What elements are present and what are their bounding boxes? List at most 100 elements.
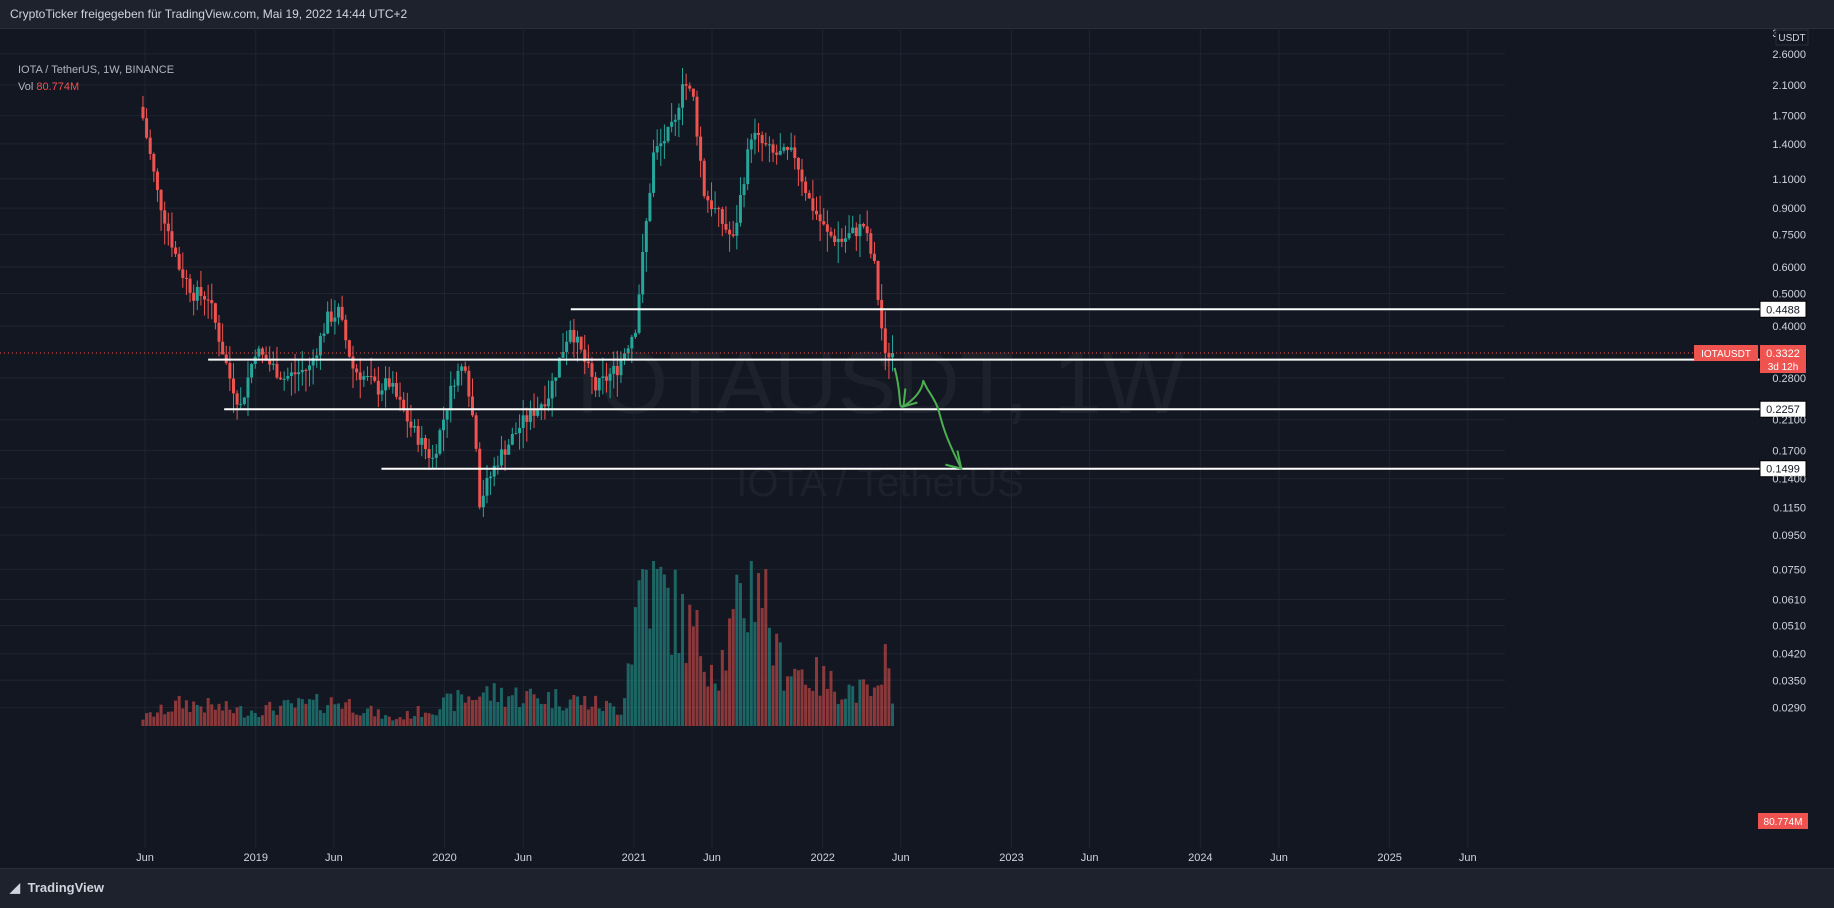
drawing-path	[893, 367, 963, 470]
volume-bar	[626, 663, 630, 726]
x-tick-label: Jun	[136, 852, 154, 864]
volume-bar	[456, 690, 460, 726]
volume-series	[141, 561, 895, 726]
candle-body	[257, 348, 261, 357]
volume-bar	[489, 700, 493, 726]
candle-body	[648, 192, 652, 222]
candle-body	[572, 329, 576, 343]
candle-body	[749, 139, 753, 150]
volume-bar	[670, 654, 674, 726]
volume-bar	[579, 705, 583, 726]
volume-bar	[565, 708, 569, 726]
candle-body	[192, 292, 196, 301]
volume-bar	[735, 574, 739, 726]
y-tick-label: 0.4000	[1772, 321, 1806, 333]
candle-body	[557, 357, 561, 378]
y-tick-label: 2.1000	[1772, 80, 1806, 92]
candle-body	[402, 399, 406, 411]
candle-body	[445, 410, 449, 420]
volume-bar	[814, 657, 818, 726]
volume-bar	[145, 713, 149, 726]
candle-body	[630, 336, 634, 349]
volume-bar	[496, 701, 500, 726]
volume-bar	[478, 696, 482, 726]
candle-body	[337, 306, 341, 318]
volume-bar	[659, 566, 663, 726]
volume-bar	[742, 618, 746, 726]
volume-bar	[499, 687, 503, 726]
candle-body	[568, 329, 572, 342]
volume-bar	[851, 686, 855, 726]
candle-body	[239, 403, 243, 405]
candle-body	[329, 311, 333, 322]
volume-bar	[681, 593, 685, 726]
candle-body	[271, 363, 275, 365]
volume-bar	[554, 689, 558, 726]
volume-bar	[731, 609, 735, 726]
candle-body	[304, 369, 308, 371]
volume-bar	[213, 709, 217, 726]
candle-body	[322, 333, 326, 336]
volume-bar	[699, 656, 703, 726]
volume-bar	[315, 694, 319, 726]
candle-body	[431, 457, 435, 459]
candle-body	[340, 306, 344, 320]
candle-body	[681, 84, 685, 108]
candle-body	[300, 369, 304, 373]
volume-bar	[713, 683, 717, 726]
volume-bar	[235, 707, 239, 726]
volume-bar	[547, 692, 551, 726]
candle-body	[297, 372, 301, 375]
volume-bar	[757, 573, 761, 726]
candle-body	[836, 238, 840, 242]
y-tick-label: 1.4000	[1772, 139, 1806, 151]
volume-bar	[231, 713, 235, 726]
candle-body	[876, 260, 880, 300]
volume-bar	[843, 698, 847, 726]
volume-bar	[413, 716, 417, 726]
volume-bar	[543, 703, 547, 726]
candle-body	[822, 221, 826, 225]
volume-bar	[720, 649, 724, 726]
candle-body	[858, 223, 862, 237]
footer-bar	[0, 868, 1834, 908]
volume-bar	[601, 711, 605, 726]
symbol-badge-label: IOTAUSDT	[1701, 349, 1751, 360]
candle-body	[481, 495, 485, 508]
candle-body	[373, 376, 377, 381]
candle-body	[793, 147, 797, 158]
volume-bar	[329, 697, 333, 726]
candle-body	[409, 421, 413, 428]
volume-bar	[865, 684, 869, 726]
candle-body	[706, 196, 710, 201]
candle-body	[351, 356, 355, 369]
candle-body	[688, 85, 692, 89]
candle-body	[268, 360, 272, 365]
tradingview-logo[interactable]: ◢ TradingView	[10, 880, 104, 896]
candle-body	[528, 408, 532, 422]
candle-body	[163, 210, 167, 224]
candle-body	[764, 143, 768, 145]
candle-body	[887, 352, 891, 358]
volume-bar	[760, 607, 764, 726]
volume-bar	[840, 699, 844, 726]
candle-body	[293, 372, 297, 375]
candle-body	[869, 233, 873, 254]
volume-bar	[340, 708, 344, 726]
volume-bar	[612, 706, 616, 726]
y-tick-label: 0.6000	[1772, 262, 1806, 274]
volume-legend-value: 80.774M	[36, 81, 80, 93]
candle-body	[452, 385, 456, 387]
candle-body	[807, 193, 811, 199]
volume-bar	[394, 719, 398, 726]
candle-body	[775, 152, 779, 155]
candle-body	[355, 368, 359, 373]
volume-bar	[297, 698, 301, 726]
candle-body	[623, 353, 627, 360]
candle-body	[547, 398, 551, 407]
candle-body	[702, 160, 706, 197]
candle-body	[626, 348, 630, 354]
volume-bar	[210, 704, 214, 726]
